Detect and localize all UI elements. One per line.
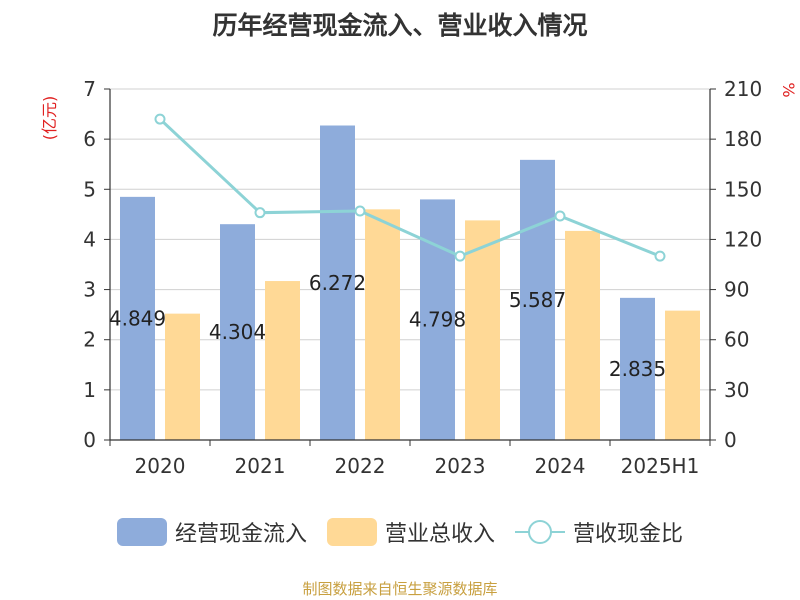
right-tick-label: 90: [724, 278, 749, 302]
left-tick-label: 2: [83, 328, 96, 352]
ratio-point: [654, 250, 666, 262]
source-note: 制图数据来自恒生聚源数据库: [302, 580, 498, 598]
x-tick-label: 2024: [535, 454, 586, 478]
right-tick-label: 180: [724, 127, 762, 151]
bar-revenue: [665, 310, 700, 440]
data-label-cash-inflow: 4.849: [109, 306, 166, 330]
right-tick-label: 30: [724, 378, 749, 402]
legend-item-ratio[interactable]: 营收现金比: [515, 516, 683, 548]
left-tick-label: 0: [83, 428, 96, 452]
ratio-line: [158, 117, 661, 258]
legend-item-cash-inflow[interactable]: 经营现金流入: [116, 516, 307, 548]
ratio-point: [554, 210, 566, 222]
x-tick-label: 2025H1: [621, 454, 700, 478]
right-tick-label: 150: [724, 177, 762, 201]
bar-revenue: [565, 230, 600, 440]
chart-svg: 0 1 2 3 4 5 6 7 0 30 60 90 120 150 180 210 (亿元)% 2020 2021…: [40, 77, 798, 478]
bar-revenue: [165, 313, 200, 440]
right-tick-label: 60: [724, 328, 749, 352]
right-tick-label: 0: [724, 428, 737, 452]
legend-item-revenue[interactable]: 营业总收入: [326, 516, 495, 548]
left-tick-label: 6: [83, 127, 96, 151]
left-tick-label: 7: [83, 77, 96, 101]
left-tick-label: 1: [83, 378, 96, 402]
legend-swatch-ratio: [515, 518, 565, 546]
x-tick-label: 2021: [235, 454, 286, 478]
x-tick-label: 2023: [435, 454, 486, 478]
bar-cash-inflow: [620, 297, 655, 440]
ratio-point: [254, 207, 266, 219]
bar-cash-inflow: [120, 196, 155, 440]
ratio-point: [354, 205, 366, 217]
data-label-cash-inflow: 4.798: [409, 308, 466, 332]
bar-cash-inflow: [320, 125, 355, 440]
data-label-cash-inflow: 5.587: [509, 288, 566, 312]
left-axis-unit: (亿元): [40, 96, 59, 141]
right-tick-label: 210: [724, 77, 762, 101]
legend-label-revenue: 营业总收入: [384, 522, 495, 547]
legend-swatch-cash-inflow: [116, 518, 167, 546]
bar-revenue: [365, 209, 400, 440]
data-label-cash-inflow: 4.304: [209, 320, 266, 344]
legend-label-ratio: 营收现金比: [573, 522, 684, 547]
chart-title: 历年经营现金流入、营业收入情况: [212, 11, 588, 40]
right-tick-label: 120: [724, 227, 762, 251]
ratio-point: [154, 113, 166, 125]
legend-swatch-revenue: [326, 518, 377, 546]
bar-revenue: [265, 281, 300, 440]
left-tick-label: 3: [83, 278, 96, 302]
left-tick-label: 4: [83, 227, 96, 251]
bar-cash-inflow: [220, 224, 255, 440]
legend: 经营现金流入 营业总收入 营收现金比: [0, 516, 800, 548]
legend-label-cash-inflow: 经营现金流入: [174, 522, 307, 547]
bar-cash-inflow: [520, 159, 555, 440]
x-tick-label: 2022: [335, 454, 386, 478]
ratio-point: [454, 250, 466, 262]
x-tick-label: 2020: [135, 454, 186, 478]
data-label-cash-inflow: 2.835: [609, 357, 666, 381]
right-axis-unit: %: [779, 82, 798, 97]
bar-revenue: [465, 220, 500, 440]
left-tick-label: 5: [83, 177, 96, 201]
data-label-cash-inflow: 6.272: [309, 271, 366, 295]
